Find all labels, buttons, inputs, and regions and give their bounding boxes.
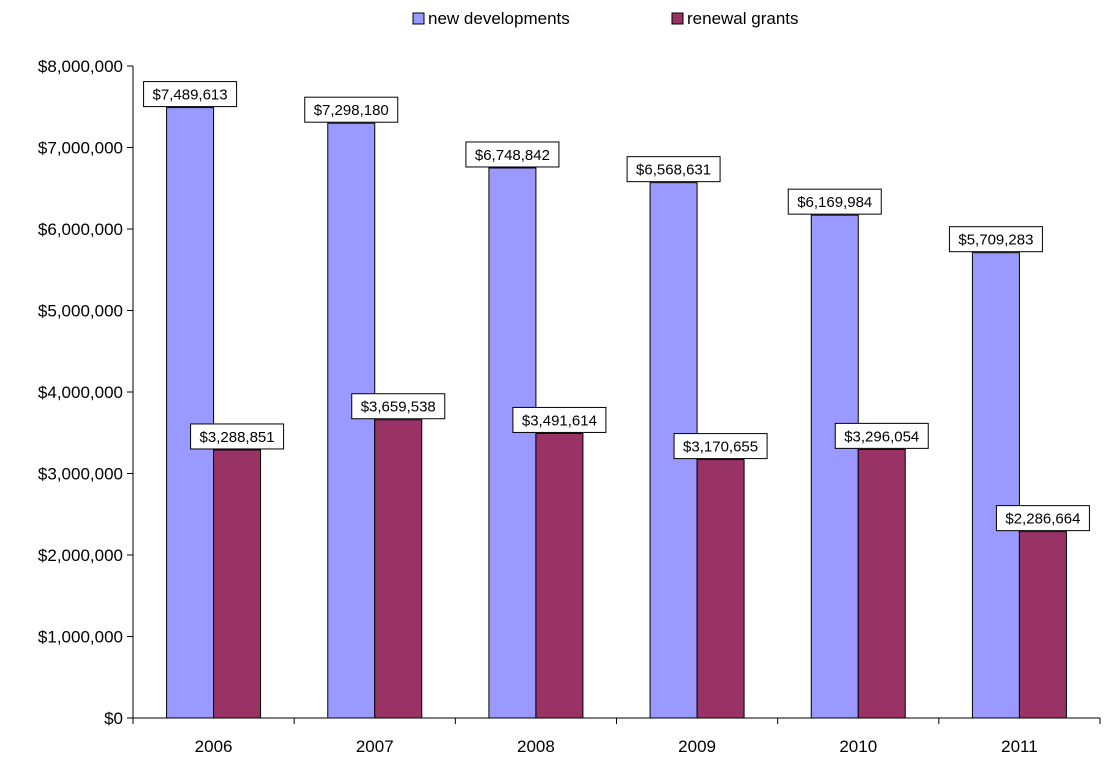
y-tick-label: $3,000,000: [38, 465, 123, 484]
bar-renewal-grants-2010: [857, 448, 906, 719]
data-label-box: [948, 226, 1043, 253]
bar-renewal-grants-2007: [374, 419, 423, 719]
y-tick-label: $5,000,000: [38, 302, 123, 321]
y-axis: $0 $1,000,000 $2,000,000 $3,000,000 $4,000,0…: [38, 57, 134, 728]
bars: [166, 107, 1067, 719]
y-tick-label: $8,000,000: [38, 57, 123, 76]
y-tick-label: $2,000,000: [38, 546, 123, 565]
data-label: $2,286,664: [1005, 511, 1080, 528]
y-tick-label: $7,000,000: [38, 139, 123, 158]
x-tick-label: 2010: [839, 737, 877, 756]
bar-new-developments-2011: [971, 252, 1020, 719]
bar-new-developments-2008: [488, 167, 537, 719]
data-label: $7,489,613: [153, 87, 228, 104]
legend-label-2: renewal grants: [687, 9, 799, 28]
x-axis: 2006 2007 2008 2009 2010 2011: [132, 717, 1101, 756]
data-label-box: [304, 96, 399, 123]
data-label-box: [834, 422, 929, 449]
y-tick-label: $0: [104, 709, 123, 728]
data-label-box: [787, 188, 882, 215]
data-labels: $7,489,613 $3,288,851 $7,298,180 $3,659,538…: [143, 81, 1090, 532]
bar-new-developments-2007: [327, 122, 376, 719]
x-tick-label: 2008: [517, 737, 555, 756]
data-label: $3,659,538: [361, 399, 436, 416]
bar-new-developments-2010: [810, 214, 859, 719]
legend-label-1: new developments: [428, 9, 570, 28]
bar-renewal-grants-2006: [213, 449, 262, 719]
data-label: $6,748,842: [475, 147, 550, 164]
data-label-box: [351, 393, 446, 420]
x-tick-label: 2011: [1001, 737, 1038, 756]
y-tick-label: $1,000,000: [38, 628, 123, 647]
y-tick-label: $4,000,000: [38, 383, 123, 402]
x-tick-label: 2006: [195, 737, 233, 756]
data-label-box: [673, 433, 768, 460]
data-label: $3,491,614: [522, 412, 597, 429]
data-label-box: [143, 81, 238, 108]
bar-renewal-grants-2009: [696, 459, 745, 719]
data-label-box: [995, 505, 1090, 532]
data-label: $3,170,655: [683, 439, 758, 456]
data-label-box: [465, 141, 560, 168]
data-label-box: [190, 423, 285, 450]
x-tick-label: 2009: [678, 737, 716, 756]
x-tick-label: 2007: [356, 737, 394, 756]
legend: new developments renewal grants: [412, 9, 799, 28]
data-label-box: [626, 156, 721, 183]
data-label: $5,709,283: [958, 232, 1033, 249]
data-label: $6,169,984: [797, 194, 872, 211]
legend-swatch-2: [671, 12, 684, 25]
data-label: $7,298,180: [314, 102, 389, 119]
data-label: $3,288,851: [200, 429, 275, 446]
bar-renewal-grants-2008: [535, 432, 584, 719]
bar-new-developments-2006: [166, 107, 215, 719]
y-tick-label: $6,000,000: [38, 220, 123, 239]
data-label: $3,296,054: [844, 428, 919, 445]
legend-swatch-1: [412, 12, 425, 25]
bar-renewal-grants-2011: [1018, 531, 1067, 719]
data-label-box: [512, 406, 607, 433]
data-label: $6,568,631: [636, 162, 711, 179]
